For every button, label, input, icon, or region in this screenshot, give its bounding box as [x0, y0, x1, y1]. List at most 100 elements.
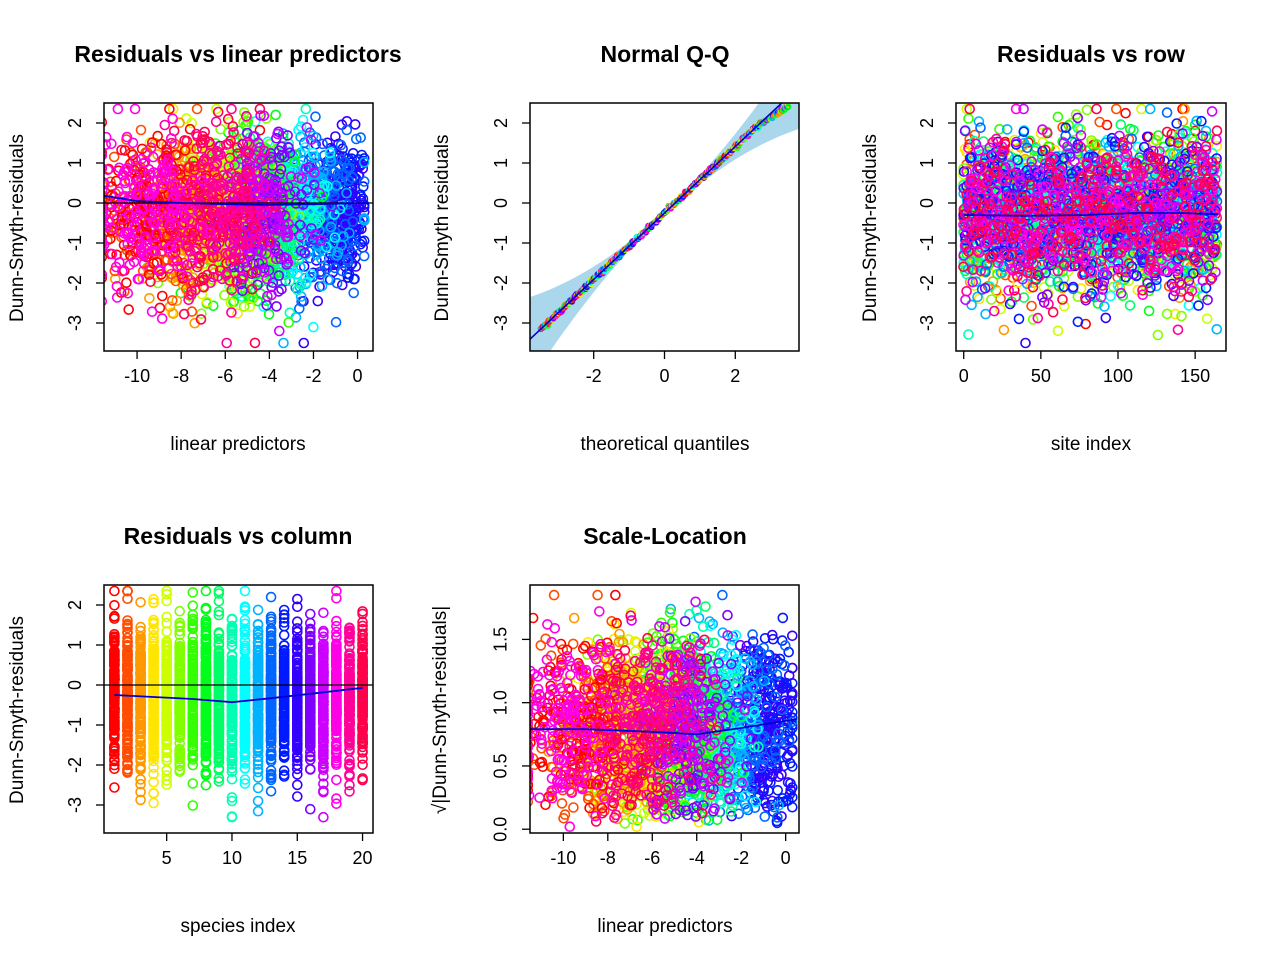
data-point [254, 153, 266, 164]
data-point [329, 262, 341, 274]
data-point [238, 172, 249, 184]
data-point [104, 185, 108, 196]
data-point [167, 113, 178, 125]
data-point [305, 134, 317, 146]
data-point [177, 271, 189, 283]
data-point [130, 211, 142, 222]
x-tick-label: -10 [124, 366, 150, 386]
data-point [148, 217, 159, 228]
data-point [250, 116, 261, 127]
data-point [275, 163, 287, 175]
data-point [241, 110, 252, 122]
data-point [259, 267, 270, 278]
x-tick-label: 0 [353, 366, 363, 386]
data-point [104, 221, 112, 232]
qq-reference-line [530, 103, 783, 341]
data-point [128, 256, 140, 268]
data-point [226, 307, 237, 318]
data-point [233, 207, 245, 218]
data-point [273, 270, 285, 281]
data-point [106, 222, 118, 233]
data-point [104, 205, 108, 215]
panel-title: Residuals vs row [997, 41, 1185, 67]
data-point [104, 273, 108, 283]
data-point [168, 165, 179, 177]
data-point [207, 206, 218, 217]
data-point [191, 103, 203, 115]
data-point [329, 232, 341, 243]
data-point [212, 106, 224, 118]
data-point [104, 210, 108, 220]
data-point [241, 185, 253, 197]
data-point [130, 189, 142, 200]
data-point [281, 259, 293, 270]
data-point [122, 287, 134, 299]
data-point [151, 228, 162, 239]
data-point [289, 156, 300, 167]
data-point [276, 141, 287, 153]
data-point [310, 111, 321, 122]
y-tick-label: 2 [65, 118, 85, 128]
data-point [197, 143, 208, 154]
data-point [241, 236, 252, 248]
data-point [273, 219, 285, 230]
data-point [138, 258, 150, 270]
data-point [205, 138, 216, 150]
data-point [124, 191, 135, 202]
data-point [307, 147, 319, 159]
data-point [136, 203, 148, 214]
data-point [301, 122, 313, 133]
data-point [183, 294, 194, 306]
data-point [104, 150, 108, 161]
data-point [209, 161, 220, 172]
data-point [119, 177, 131, 189]
data-point [104, 296, 108, 307]
data-point [146, 306, 158, 318]
data-point [220, 248, 231, 259]
data-point [222, 113, 234, 125]
data-point [132, 176, 143, 187]
data-point [207, 252, 219, 263]
data-point [260, 248, 272, 259]
y-tick-label: -2 [491, 275, 511, 291]
data-point [104, 164, 114, 176]
data-point [1176, 310, 1187, 322]
data-point [207, 190, 218, 202]
data-point [181, 186, 192, 197]
data-point [316, 280, 328, 292]
data-point [332, 168, 344, 180]
data-point [226, 103, 237, 115]
data-point [167, 103, 179, 115]
y-axis-label: Dunn-Smyth residuals [432, 135, 453, 322]
data-point [244, 165, 256, 177]
data-point [207, 177, 219, 189]
data-point [212, 270, 224, 282]
data-point [254, 103, 266, 115]
data-point [295, 121, 307, 132]
data-point [324, 152, 336, 163]
data-point [146, 245, 157, 257]
data-point [113, 186, 124, 197]
data-point [296, 296, 307, 307]
data-point [146, 188, 158, 199]
data-point [270, 109, 282, 121]
data-point [271, 301, 282, 312]
data-point [254, 124, 266, 136]
data-point [162, 207, 174, 219]
data-point [973, 293, 985, 305]
data-point [314, 188, 325, 199]
data-point [221, 337, 232, 349]
data-point [112, 103, 124, 115]
data-point [133, 273, 145, 285]
data-point [168, 308, 179, 319]
data-point [197, 222, 209, 233]
data-point [171, 295, 183, 307]
data-point [284, 147, 296, 159]
data-point [104, 177, 109, 188]
data-point [104, 163, 108, 174]
data-point [136, 246, 147, 258]
data-point [238, 301, 250, 312]
data-point [139, 157, 151, 168]
data-point [293, 253, 305, 264]
data-point [197, 159, 208, 170]
